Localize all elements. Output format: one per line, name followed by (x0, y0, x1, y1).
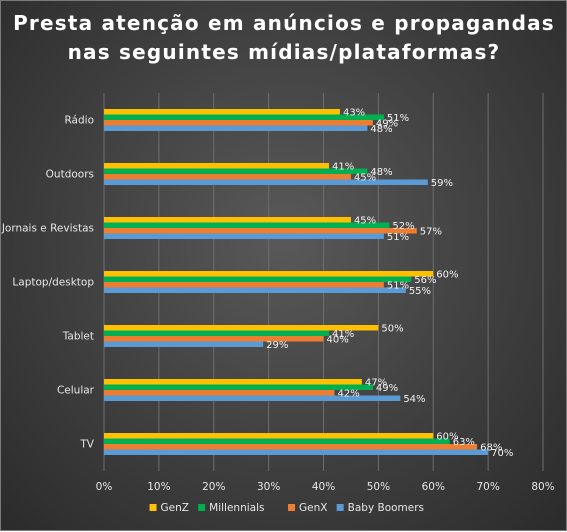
data-label: 52% (392, 221, 414, 232)
x-axis-ticks: 0% 10% 20% 30% 40% 50% 60% 70% 80% (96, 481, 555, 493)
x-tick-label: 0% (96, 481, 113, 493)
bar (104, 325, 379, 331)
chart-title-line-2: nas seguintes mídias/plataformas? (68, 40, 501, 64)
data-label: 55% (409, 286, 431, 297)
legend-label: Baby Boomers (348, 502, 424, 514)
data-label: 59% (431, 178, 453, 189)
bar (104, 449, 489, 455)
bar (104, 395, 401, 401)
x-tick-label: 60% (422, 481, 445, 493)
x-tick-label: 40% (312, 481, 335, 493)
x-tick-label: 70% (476, 481, 499, 493)
category-label: Outdoors (46, 169, 94, 181)
data-label: 51% (387, 280, 409, 291)
data-label: 45% (354, 172, 376, 183)
data-labels: 43% 51%49%48%41% 48%45% 59%45% 52% 57%51%60%5… (266, 107, 513, 459)
category-label: Tablet (62, 331, 94, 343)
data-label: 42% (337, 388, 359, 399)
legend-swatch (288, 504, 296, 511)
bar (104, 174, 351, 180)
bar (104, 163, 329, 169)
data-label: 60% (436, 431, 458, 442)
legend-swatch (198, 504, 206, 511)
data-label: 47% (365, 377, 387, 388)
bar (104, 271, 434, 277)
bar (104, 114, 384, 120)
legend-label: Millennials (209, 502, 264, 514)
data-label: 48% (370, 167, 392, 178)
bar (104, 168, 368, 174)
bar (104, 433, 434, 439)
data-label: 50% (381, 323, 403, 334)
legend: GenZ Millennials GenX Baby Boomers (149, 502, 424, 514)
category-label: Rádio (64, 115, 94, 127)
x-tick-label: 80% (531, 481, 554, 493)
data-label: 48% (370, 124, 392, 135)
bars (104, 109, 489, 455)
data-label: 49% (376, 118, 398, 129)
data-label: 51% (387, 113, 409, 124)
bar (104, 217, 351, 223)
bar (104, 276, 412, 282)
bar (104, 233, 384, 239)
bar (104, 228, 417, 234)
category-label: Laptop/desktop (12, 277, 94, 289)
data-label: 57% (420, 226, 442, 237)
bar (104, 341, 264, 347)
data-label: 43% (343, 107, 365, 118)
x-tick-label: 10% (147, 481, 170, 493)
data-label: 49% (376, 383, 398, 394)
data-label: 54% (403, 394, 425, 405)
data-label: 68% (480, 442, 502, 453)
data-label: 63% (453, 437, 475, 448)
legend-swatch (336, 504, 344, 511)
legend-label: GenZ (161, 502, 189, 514)
category-labels: Rádio Outdoors Jornais e Revistas Laptop/de… (1, 115, 95, 451)
x-tick-label: 30% (257, 481, 280, 493)
data-label: 70% (491, 448, 513, 459)
data-label: 40% (327, 334, 349, 345)
bar (104, 379, 362, 385)
category-label: TV (79, 439, 94, 451)
x-tick-label: 20% (202, 481, 225, 493)
data-label: 41% (332, 329, 354, 340)
bar (104, 179, 428, 185)
bar (104, 330, 329, 336)
bar (104, 384, 373, 390)
data-label: 45% (354, 215, 376, 226)
bar (104, 120, 373, 126)
bar (104, 438, 450, 444)
bar (104, 109, 340, 115)
bar (104, 125, 368, 131)
legend-label: GenX (299, 502, 327, 514)
data-label: 29% (266, 340, 288, 351)
bar (104, 287, 406, 293)
category-label: Jornais e Revistas (1, 223, 94, 235)
bar (104, 282, 384, 288)
chart-title-line-1: Presta atenção em anúncios e propagandas (13, 11, 555, 35)
bar (104, 222, 390, 228)
data-label: 60% (436, 269, 458, 280)
data-label: 41% (332, 161, 354, 172)
bar (104, 336, 324, 342)
category-label: Celular (57, 385, 95, 397)
data-label: 56% (414, 275, 436, 286)
bar (104, 444, 478, 450)
x-tick-label: 50% (367, 481, 390, 493)
legend-swatch (149, 504, 157, 511)
bar (104, 390, 335, 396)
data-label: 51% (387, 232, 409, 243)
